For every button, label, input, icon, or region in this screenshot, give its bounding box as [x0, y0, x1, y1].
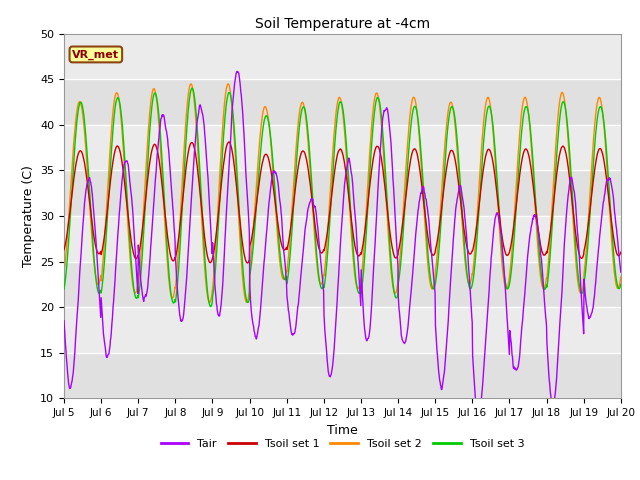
- X-axis label: Time: Time: [327, 424, 358, 437]
- Y-axis label: Temperature (C): Temperature (C): [22, 165, 35, 267]
- Title: Soil Temperature at -4cm: Soil Temperature at -4cm: [255, 17, 430, 31]
- Bar: [64, 125, 621, 170]
- Bar: [64, 307, 621, 353]
- Bar: [64, 34, 621, 79]
- Bar: [64, 216, 621, 262]
- Bar: [64, 353, 621, 398]
- Bar: [64, 170, 621, 216]
- Text: VR_met: VR_met: [72, 49, 119, 60]
- Bar: [64, 79, 621, 125]
- Legend: Tair, Tsoil set 1, Tsoil set 2, Tsoil set 3: Tair, Tsoil set 1, Tsoil set 2, Tsoil se…: [156, 434, 529, 453]
- Bar: [64, 262, 621, 307]
